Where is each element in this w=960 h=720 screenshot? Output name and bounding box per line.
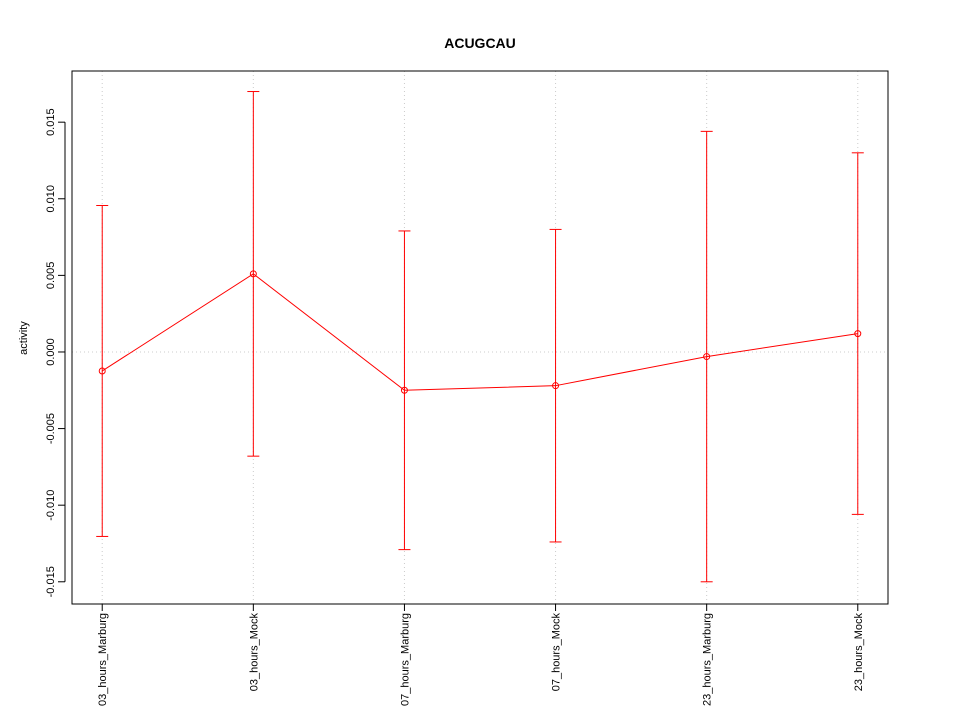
x-tick-label: 03_hours_Marburg (97, 613, 109, 706)
y-tick-label: -0.005 (45, 413, 57, 444)
series-line (101, 273, 858, 391)
point (249, 270, 257, 278)
y-tick-label: 0.005 (45, 262, 57, 290)
point (98, 367, 106, 375)
point (552, 382, 560, 390)
y-axis-label: activity (18, 321, 30, 355)
point (703, 353, 711, 361)
x-tick-label: 07_hours_Marburg (399, 613, 411, 706)
y-tick-label: 0.015 (45, 108, 57, 136)
y-tick-label: 0.000 (45, 338, 57, 366)
y-tick-label: -0.010 (45, 490, 57, 521)
x-tick-label: 23_hours_Mock (853, 613, 865, 692)
y-tick-label: 0.010 (45, 185, 57, 213)
plot-frame (71, 70, 889, 605)
x-tick-label: 03_hours_Mock (248, 613, 260, 692)
x-tick-label: 23_hours_Marburg (702, 613, 714, 706)
y-tick-label: -0.015 (45, 566, 57, 597)
point (400, 386, 408, 394)
point (854, 330, 862, 338)
chart-title: ACUGCAU (444, 35, 516, 51)
x-tick-label: 07_hours_Mock (551, 613, 563, 692)
